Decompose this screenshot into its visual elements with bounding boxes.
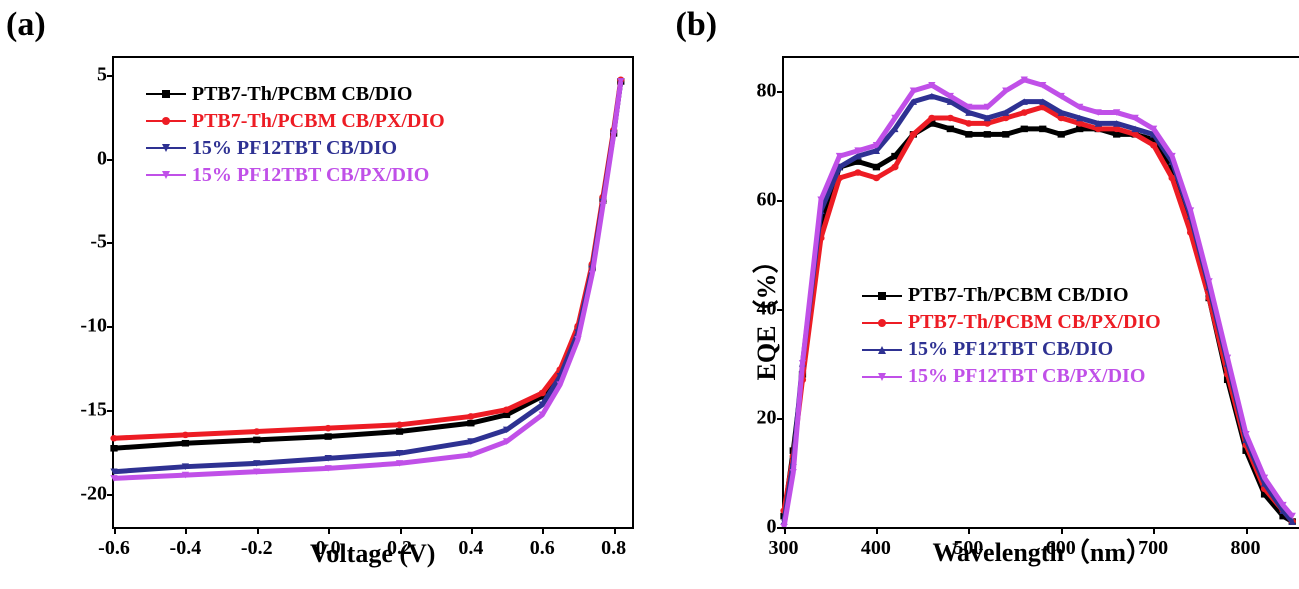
ytick-label: 0 (97, 147, 107, 170)
ytick-label: 60 (757, 188, 777, 211)
xtick-label: 300 (769, 537, 799, 560)
xtick-label: 800 (1231, 537, 1261, 560)
ytick-label: 80 (757, 79, 777, 102)
xtick-label: -0.2 (241, 537, 273, 560)
legend-item: PTB7-Th/PCBM CB/DIO (146, 81, 445, 108)
panel-a: (a) Current density (mA/cm²) PTB7-Th/PCB… (10, 10, 640, 579)
xtick-label: 400 (861, 537, 891, 560)
panel-b: (b) EQE（%） PTB7-Th/PCBM CB/DIOPTB7-Th/PC… (680, 10, 1299, 579)
ytick-label: -10 (80, 315, 107, 338)
xtick-label: 0.8 (601, 537, 626, 560)
panel-a-plot-area: PTB7-Th/PCBM CB/DIOPTB7-Th/PCBM CB/PX/DI… (112, 56, 634, 529)
panel-b-legend: PTB7-Th/PCBM CB/DIOPTB7-Th/PCBM CB/PX/DI… (856, 278, 1167, 394)
legend-item: 15% PF12TBT CB/PX/DIO (146, 162, 445, 189)
legend-item: PTB7-Th/PCBM CB/PX/DIO (146, 108, 445, 135)
panel-b-yticks (777, 58, 784, 527)
ytick-label: -20 (80, 482, 107, 505)
legend-item: 15% PF12TBT CB/PX/DIO (862, 363, 1161, 390)
xtick-label: 0.6 (530, 537, 555, 560)
ytick-label: 5 (97, 63, 107, 86)
panel-a-xlabel: Voltage (V) (310, 539, 435, 569)
xtick-label: -0.6 (98, 537, 130, 560)
xtick-label: -0.4 (170, 537, 202, 560)
xtick-label: 0.4 (458, 537, 483, 560)
ytick-label: 20 (757, 406, 777, 429)
ytick-label: 40 (757, 297, 777, 320)
panel-a-legend: PTB7-Th/PCBM CB/DIOPTB7-Th/PCBM CB/PX/DI… (140, 77, 451, 193)
panel-a-xticks: -0.6-0.4-0.20.00.20.40.60.8 (114, 527, 632, 534)
legend-item: 15% PF12TBT CB/DIO (862, 336, 1161, 363)
legend-item: 15% PF12TBT CB/DIO (146, 135, 445, 162)
ytick-label: 0 (767, 516, 777, 539)
panel-a-plotwrap: Current density (mA/cm²) PTB7-Th/PCBM CB… (68, 50, 640, 577)
panel-a-label: (a) (6, 6, 46, 44)
legend-item: PTB7-Th/PCBM CB/DIO (862, 282, 1161, 309)
ytick-label: -15 (80, 398, 107, 421)
figure: (a) Current density (mA/cm²) PTB7-Th/PCB… (10, 10, 1299, 579)
legend-item: PTB7-Th/PCBM CB/PX/DIO (862, 309, 1161, 336)
ytick-label: -5 (90, 231, 107, 254)
panel-b-xlabel: Wavelength（nm） (932, 532, 1152, 569)
panel-a-yticks (107, 58, 114, 527)
panel-b-plotwrap: EQE（%） PTB7-Th/PCBM CB/DIOPTB7-Th/PCBM C… (738, 50, 1299, 577)
panel-b-label: (b) (676, 6, 718, 44)
panel-b-plot-area: PTB7-Th/PCBM CB/DIOPTB7-Th/PCBM CB/PX/DI… (782, 56, 1299, 529)
